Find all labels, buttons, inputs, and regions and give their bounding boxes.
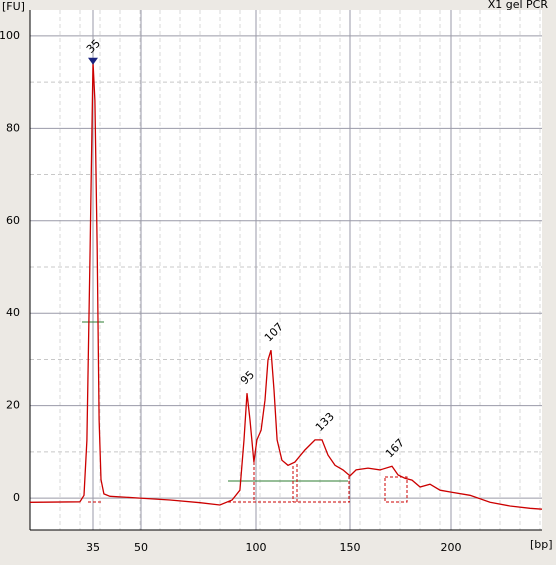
- y-axis-label: [FU]: [2, 0, 25, 13]
- chart-title: X1 gel PCR: [488, 0, 549, 11]
- region-box: [384, 476, 408, 503]
- x-tick-label: 150: [340, 541, 361, 554]
- x-tick-label: 200: [441, 541, 462, 554]
- x-tick-label: 35: [86, 541, 100, 554]
- peak-marker: [88, 57, 98, 65]
- y-tick-label: 60: [6, 214, 20, 227]
- y-tick-label: 100: [0, 29, 20, 42]
- trace: [29, 61, 543, 510]
- x-axis-label: [bp]: [530, 538, 553, 551]
- y-tick-label: 80: [6, 121, 20, 134]
- y-tick-label: 0: [13, 491, 20, 504]
- plot-area: [30, 10, 542, 530]
- x-tick-label: 50: [134, 541, 148, 554]
- region-markers: [82, 321, 408, 503]
- grid: [30, 10, 542, 530]
- y-tick-label: 20: [6, 399, 20, 412]
- y-tick-label: 40: [6, 306, 20, 319]
- x-tick-label: 100: [246, 541, 267, 554]
